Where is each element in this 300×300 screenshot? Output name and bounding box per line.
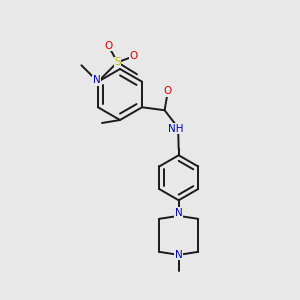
Text: N: N: [175, 208, 183, 218]
Text: N: N: [175, 250, 183, 260]
Text: O: O: [164, 86, 172, 96]
Text: N: N: [92, 75, 100, 85]
Text: O: O: [104, 41, 112, 51]
Text: S: S: [114, 57, 121, 67]
Text: NH: NH: [168, 124, 183, 134]
Text: O: O: [130, 51, 138, 61]
